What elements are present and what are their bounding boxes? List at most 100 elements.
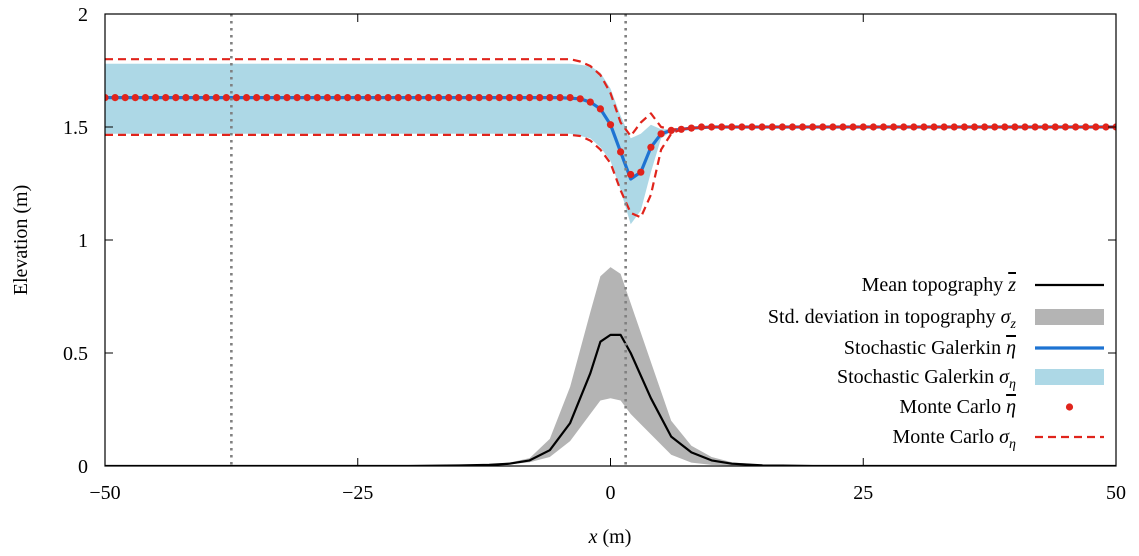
mc-mean-point xyxy=(819,123,826,130)
mc-mean-point xyxy=(425,94,432,101)
mc-mean-point xyxy=(486,94,493,101)
y-tick-label: 0.5 xyxy=(63,343,88,365)
mc-mean-point xyxy=(1042,123,1049,130)
mc-mean-point xyxy=(1032,123,1039,130)
mc-mean-point xyxy=(627,171,634,178)
mc-mean-point xyxy=(1082,123,1089,130)
mc-mean-point xyxy=(506,94,513,101)
y-tick-label: 2 xyxy=(78,4,88,26)
mc-mean-point xyxy=(465,94,472,101)
x-tick-label: −25 xyxy=(342,482,373,504)
mc-mean-point xyxy=(213,94,220,101)
legend: Mean topography z Std. deviation in topog… xyxy=(768,274,1104,452)
x-tick-label: −50 xyxy=(89,482,120,504)
mc-mean-point xyxy=(870,123,877,130)
mc-mean-point xyxy=(455,94,462,101)
mc-mean-point xyxy=(526,94,533,101)
x-tick-label: 25 xyxy=(853,482,873,504)
mc-mean-point xyxy=(476,94,483,101)
mc-mean-point xyxy=(556,94,563,101)
mc-mean-point xyxy=(971,123,978,130)
mc-mean-point xyxy=(748,123,755,130)
mc-mean-point xyxy=(910,123,917,130)
mc-mean-point xyxy=(981,123,988,130)
mc-mean-point xyxy=(617,148,624,155)
legend-swatch-mc_mean xyxy=(1066,403,1073,410)
mc-mean-point xyxy=(728,123,735,130)
mc-mean-point xyxy=(880,123,887,130)
mc-mean-point xyxy=(1062,123,1069,130)
mc-mean-point xyxy=(233,94,240,101)
mc-mean-point xyxy=(678,126,685,133)
mc-mean-point xyxy=(647,144,654,151)
mc-mean-point xyxy=(395,94,402,101)
mc-mean-point xyxy=(435,94,442,101)
mc-mean-point xyxy=(142,94,149,101)
mc-mean-point xyxy=(172,94,179,101)
mc-mean-point xyxy=(577,95,584,102)
mc-mean-point xyxy=(1001,123,1008,130)
mc-mean-point xyxy=(243,94,250,101)
mc-mean-point xyxy=(253,94,260,101)
mc-mean-point xyxy=(152,94,159,101)
mc-mean-point xyxy=(405,94,412,101)
x-axis-var: x xyxy=(588,526,598,548)
legend-label-mc_mean: Monte Carlo η xyxy=(899,396,1016,418)
mc-mean-point xyxy=(961,123,968,130)
mc-mean-point xyxy=(738,123,745,130)
mc-mean-point xyxy=(344,94,351,101)
mc-mean-point xyxy=(941,123,948,130)
mc-mean-point xyxy=(283,94,290,101)
mc-mean-point xyxy=(607,121,614,128)
mc-mean-point xyxy=(587,99,594,106)
mc-mean-point xyxy=(324,94,331,101)
mc-mean-point xyxy=(829,123,836,130)
mc-mean-point xyxy=(839,123,846,130)
mc-mean-point xyxy=(516,94,523,101)
mc-mean-point xyxy=(314,94,321,101)
mc-mean-point xyxy=(122,94,129,101)
mc-mean-point xyxy=(799,123,806,130)
mc-mean-point xyxy=(1072,123,1079,130)
mc-mean-point xyxy=(920,123,927,130)
mc-mean-point xyxy=(809,123,816,130)
mc-mean-point xyxy=(192,94,199,101)
mc-mean-point xyxy=(263,94,270,101)
mc-mean-point xyxy=(779,123,786,130)
y-axis-title: Elevation (m) xyxy=(10,185,32,296)
mc-mean-point xyxy=(789,123,796,130)
y-tick-label: 0 xyxy=(78,456,88,478)
y-tick-label: 1.5 xyxy=(63,117,88,139)
legend-label-std_topography: Std. deviation in topography σz xyxy=(768,306,1017,332)
mc-mean-point xyxy=(567,94,574,101)
mc-mean-point xyxy=(708,123,715,130)
legend-label-galerkin_std: Stochastic Galerkin ση xyxy=(837,366,1016,392)
mc-mean-point xyxy=(951,123,958,130)
y-tick-label: 1 xyxy=(78,230,88,252)
mc-mean-point xyxy=(850,123,857,130)
mc-mean-point xyxy=(668,127,675,134)
mc-mean-point xyxy=(991,123,998,130)
mc-mean-point xyxy=(930,123,937,130)
mc-mean-point xyxy=(354,94,361,101)
mc-mean-point xyxy=(658,130,665,137)
mc-mean-point xyxy=(597,105,604,112)
legend-label-mc_std: Monte Carlo ση xyxy=(893,426,1017,452)
x-axis-unit: (m) xyxy=(603,526,632,548)
mc-mean-point xyxy=(546,94,553,101)
mc-mean-point xyxy=(112,94,119,101)
mc-mean-point xyxy=(223,94,230,101)
mc-mean-point xyxy=(385,94,392,101)
mc-mean-point xyxy=(374,94,381,101)
mc-mean-point xyxy=(718,123,725,130)
x-axis-title: x (m) xyxy=(588,526,632,548)
x-tick-label: 50 xyxy=(1106,482,1126,504)
mc-mean-point xyxy=(162,94,169,101)
mc-mean-point xyxy=(273,94,280,101)
mc-mean-point xyxy=(1052,123,1059,130)
mc-mean-point xyxy=(334,94,341,101)
mc-mean-point xyxy=(1011,123,1018,130)
mc-mean-point xyxy=(132,94,139,101)
legend-label-galerkin_mean: Stochastic Galerkin η xyxy=(844,337,1016,359)
legend-swatch-galerkin_std xyxy=(1035,369,1104,385)
